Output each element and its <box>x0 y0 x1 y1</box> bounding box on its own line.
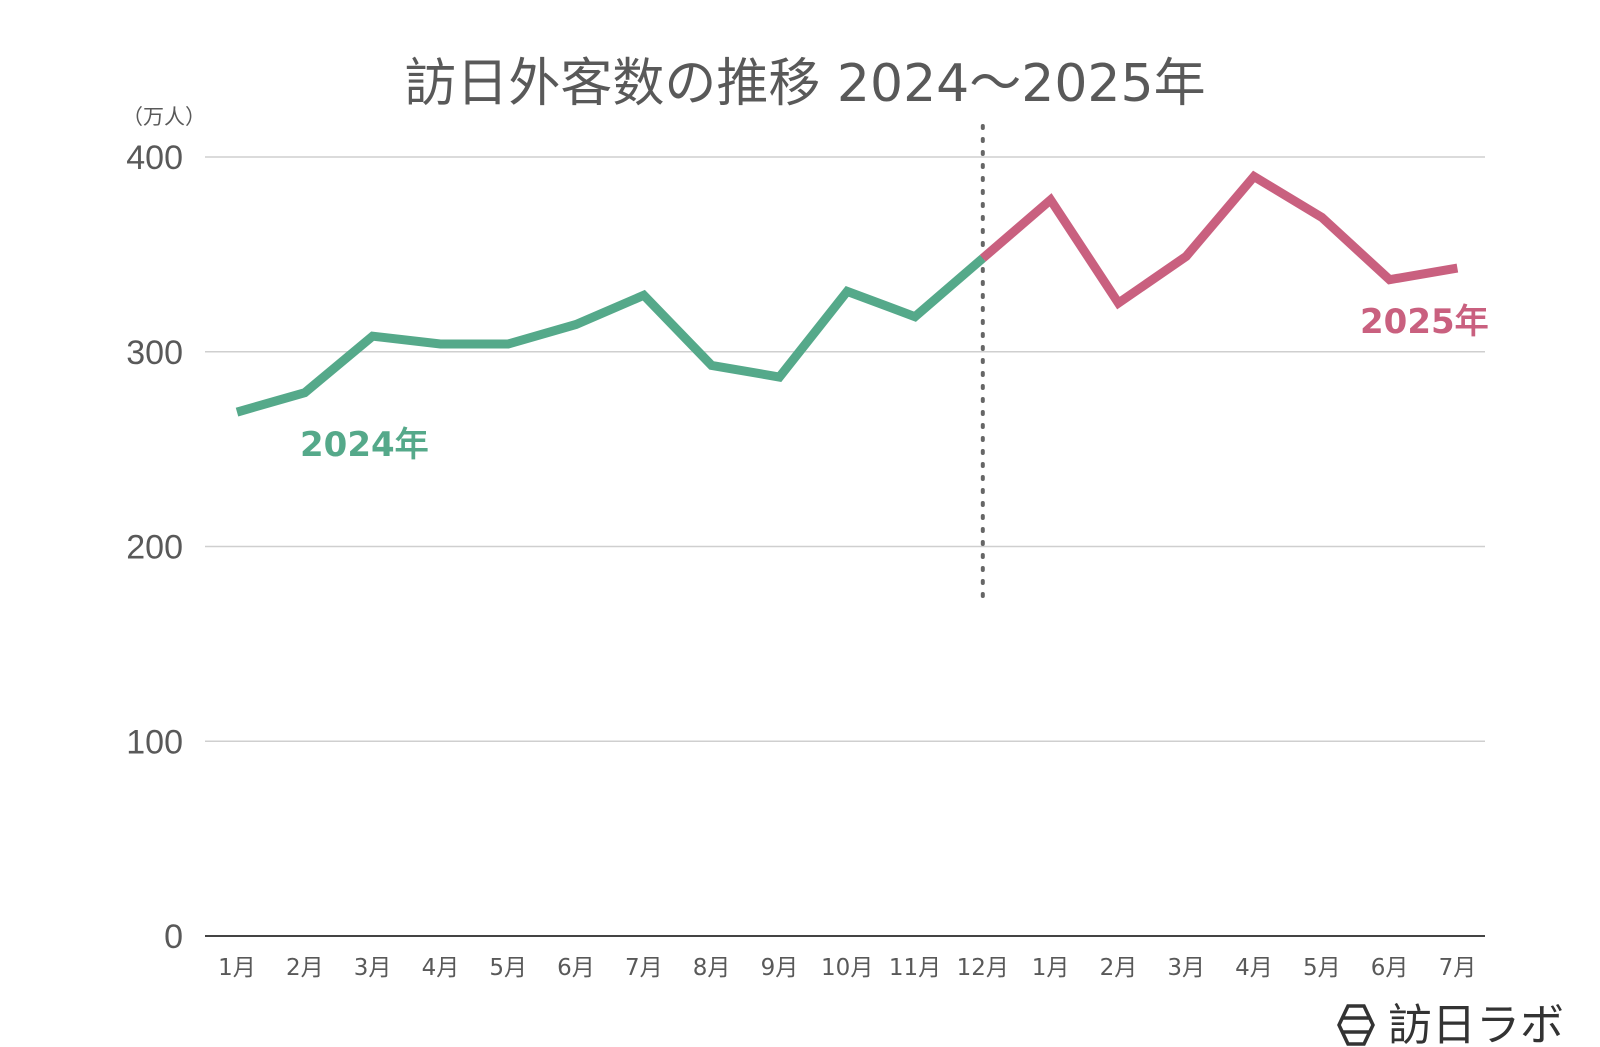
x-tick-label: 5月 <box>489 955 527 981</box>
x-tick-label: 1月 <box>1032 955 1070 981</box>
y-tick-label: 200 <box>126 529 183 567</box>
x-tick-label: 9月 <box>761 955 799 981</box>
series-label-2025: 2025年 <box>1360 302 1489 342</box>
x-tick-label: 6月 <box>557 955 595 981</box>
x-tick-label: 7月 <box>1439 955 1477 981</box>
x-tick-label: 1月 <box>218 955 256 981</box>
x-tick-label: 2月 <box>1100 955 1138 981</box>
x-tick-label: 12月 <box>957 955 1009 981</box>
x-tick-label: 6月 <box>1371 955 1409 981</box>
brand-name: 訪日ラボ <box>1388 1000 1564 1047</box>
x-tick-label: 7月 <box>625 955 663 981</box>
x-tick-label: 11月 <box>889 955 941 981</box>
x-axis-ticks: 1月 2月 3月 4月 5月 6月 7月 8月 9月 10月 11月 12月 1月 2月 3月 4月 5月 6月 7… <box>218 955 1476 981</box>
x-tick-label: 4月 <box>422 955 460 981</box>
hexagon-logo-icon <box>1337 1004 1375 1046</box>
series-line-0 <box>235 254 986 417</box>
x-tick-label: 2月 <box>286 955 324 981</box>
x-tick-label: 4月 <box>1235 955 1273 981</box>
y-tick-label: 100 <box>126 723 183 761</box>
gridlines <box>205 156 1485 937</box>
x-tick-label: 10月 <box>821 955 873 981</box>
series-lines <box>235 170 1459 417</box>
series-line-1 <box>979 170 1459 310</box>
x-tick-label: 3月 <box>354 955 392 981</box>
x-tick-label: 3月 <box>1167 955 1205 981</box>
x-tick-label: 8月 <box>693 955 731 981</box>
x-tick-label: 5月 <box>1303 955 1341 981</box>
y-axis-ticks: 0 100 200 300 400 <box>126 139 183 956</box>
series-label-2024: 2024年 <box>300 425 429 465</box>
y-tick-label: 400 <box>126 139 183 177</box>
y-axis-unit-label: （万人） <box>122 105 206 129</box>
y-tick-label: 0 <box>164 918 183 956</box>
y-tick-label: 300 <box>126 334 183 372</box>
chart-title: 訪日外客数の推移 2024〜2025年 <box>404 54 1205 114</box>
brand-logo: 訪日ラボ <box>1337 1000 1564 1047</box>
